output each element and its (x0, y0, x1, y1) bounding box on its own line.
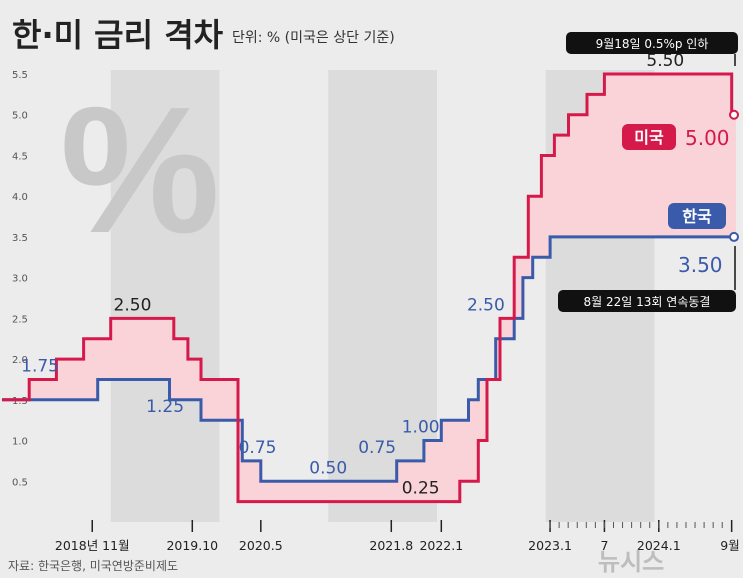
us-annotation: 9월18일 0.5%p 인하 (596, 37, 709, 51)
percent-decoration: % (60, 70, 220, 271)
y-tick-label: 4.0 (12, 192, 28, 203)
korea-end-marker (729, 231, 739, 242)
x-tick-label: 2024.1 (637, 538, 681, 553)
x-tick-label: 9월 (720, 538, 739, 553)
us-data-label: 2.50 (114, 295, 152, 315)
legend-korea: 한국 (682, 207, 712, 226)
us-data-label: 5.50 (646, 51, 684, 71)
x-tick-label: 2018년 11월 (55, 538, 130, 553)
y-tick-label: 3.0 (12, 274, 28, 285)
korea-final-value: 3.50 (678, 253, 723, 277)
us-annotation-box (566, 32, 738, 54)
y-tick-label: 5.0 (12, 111, 28, 122)
korea-data-label: 1.00 (402, 418, 440, 438)
x-tick-label: 2019.10 (166, 538, 218, 553)
percent-decoration-icon: % (60, 70, 220, 271)
x-tick-label: 7 (600, 538, 608, 553)
y-tick-label: 3.5 (12, 233, 28, 244)
gap-fill (2, 74, 736, 502)
x-tick-label: 2021.8 (369, 538, 413, 553)
y-tick-label: 1.5 (12, 396, 28, 407)
y-axis: 0.5 1.0 1.5 2.0 2.5 3.0 3.5 4.0 4.5 5.0 5.5 (12, 70, 28, 488)
korea-data-label: 2.50 (467, 295, 505, 315)
us-final-value: 5.00 (685, 126, 730, 150)
series-line-korea (2, 235, 736, 483)
legend-korea-box (668, 203, 726, 229)
us-end-marker (729, 109, 739, 120)
y-tick-label: 4.5 (12, 151, 28, 162)
y-tick-label: 2.0 (12, 355, 28, 366)
y-tick-label: 1.0 (12, 437, 28, 448)
gap-area (2, 74, 736, 502)
korea-data-label: 0.50 (309, 458, 347, 478)
x-tick-label: 2023.1 (528, 538, 572, 553)
series-line-us (2, 72, 736, 504)
y-tick-label: 5.5 (12, 70, 28, 81)
x-tick-label: 2020.5 (239, 538, 283, 553)
source-note: 자료: 한국은행, 미국연방준비제도 (8, 558, 178, 573)
korea-data-label: 0.75 (239, 438, 277, 458)
y-tick-label: 0.5 (12, 477, 28, 488)
x-tick-label: 2022.1 (419, 538, 463, 553)
unit-note: 단위: % (미국은 상단 기준) (232, 30, 395, 46)
year-band (110, 70, 220, 522)
korea-data-label: 1.25 (146, 397, 184, 417)
watermark-logo: 뉴시스 (598, 548, 664, 576)
chart-title: 한·미 금리 격차 (12, 16, 224, 54)
year-band (328, 70, 437, 522)
us-data-label: 0.25 (402, 479, 440, 499)
korea-data-label: 1.75 (21, 356, 59, 376)
legend-us: 미국 (634, 128, 664, 147)
korea-annotation: 8월 22일 13회 연속동결 (584, 295, 711, 309)
korea-annotation-box (558, 290, 736, 312)
data-labels: 2.50 0.25 5.50 1.75 1.25 0.75 0.50 0.75 1.00 2.50… (21, 32, 738, 499)
series-layer (2, 72, 739, 504)
legend-us-box (622, 124, 676, 150)
y-tick-label: 2.5 (12, 314, 28, 325)
x-axis: 2018년 11월 2019.10 2020.5 2021.8 2022.1 2023.1… (55, 520, 740, 553)
korea-data-label: 0.75 (358, 438, 396, 458)
